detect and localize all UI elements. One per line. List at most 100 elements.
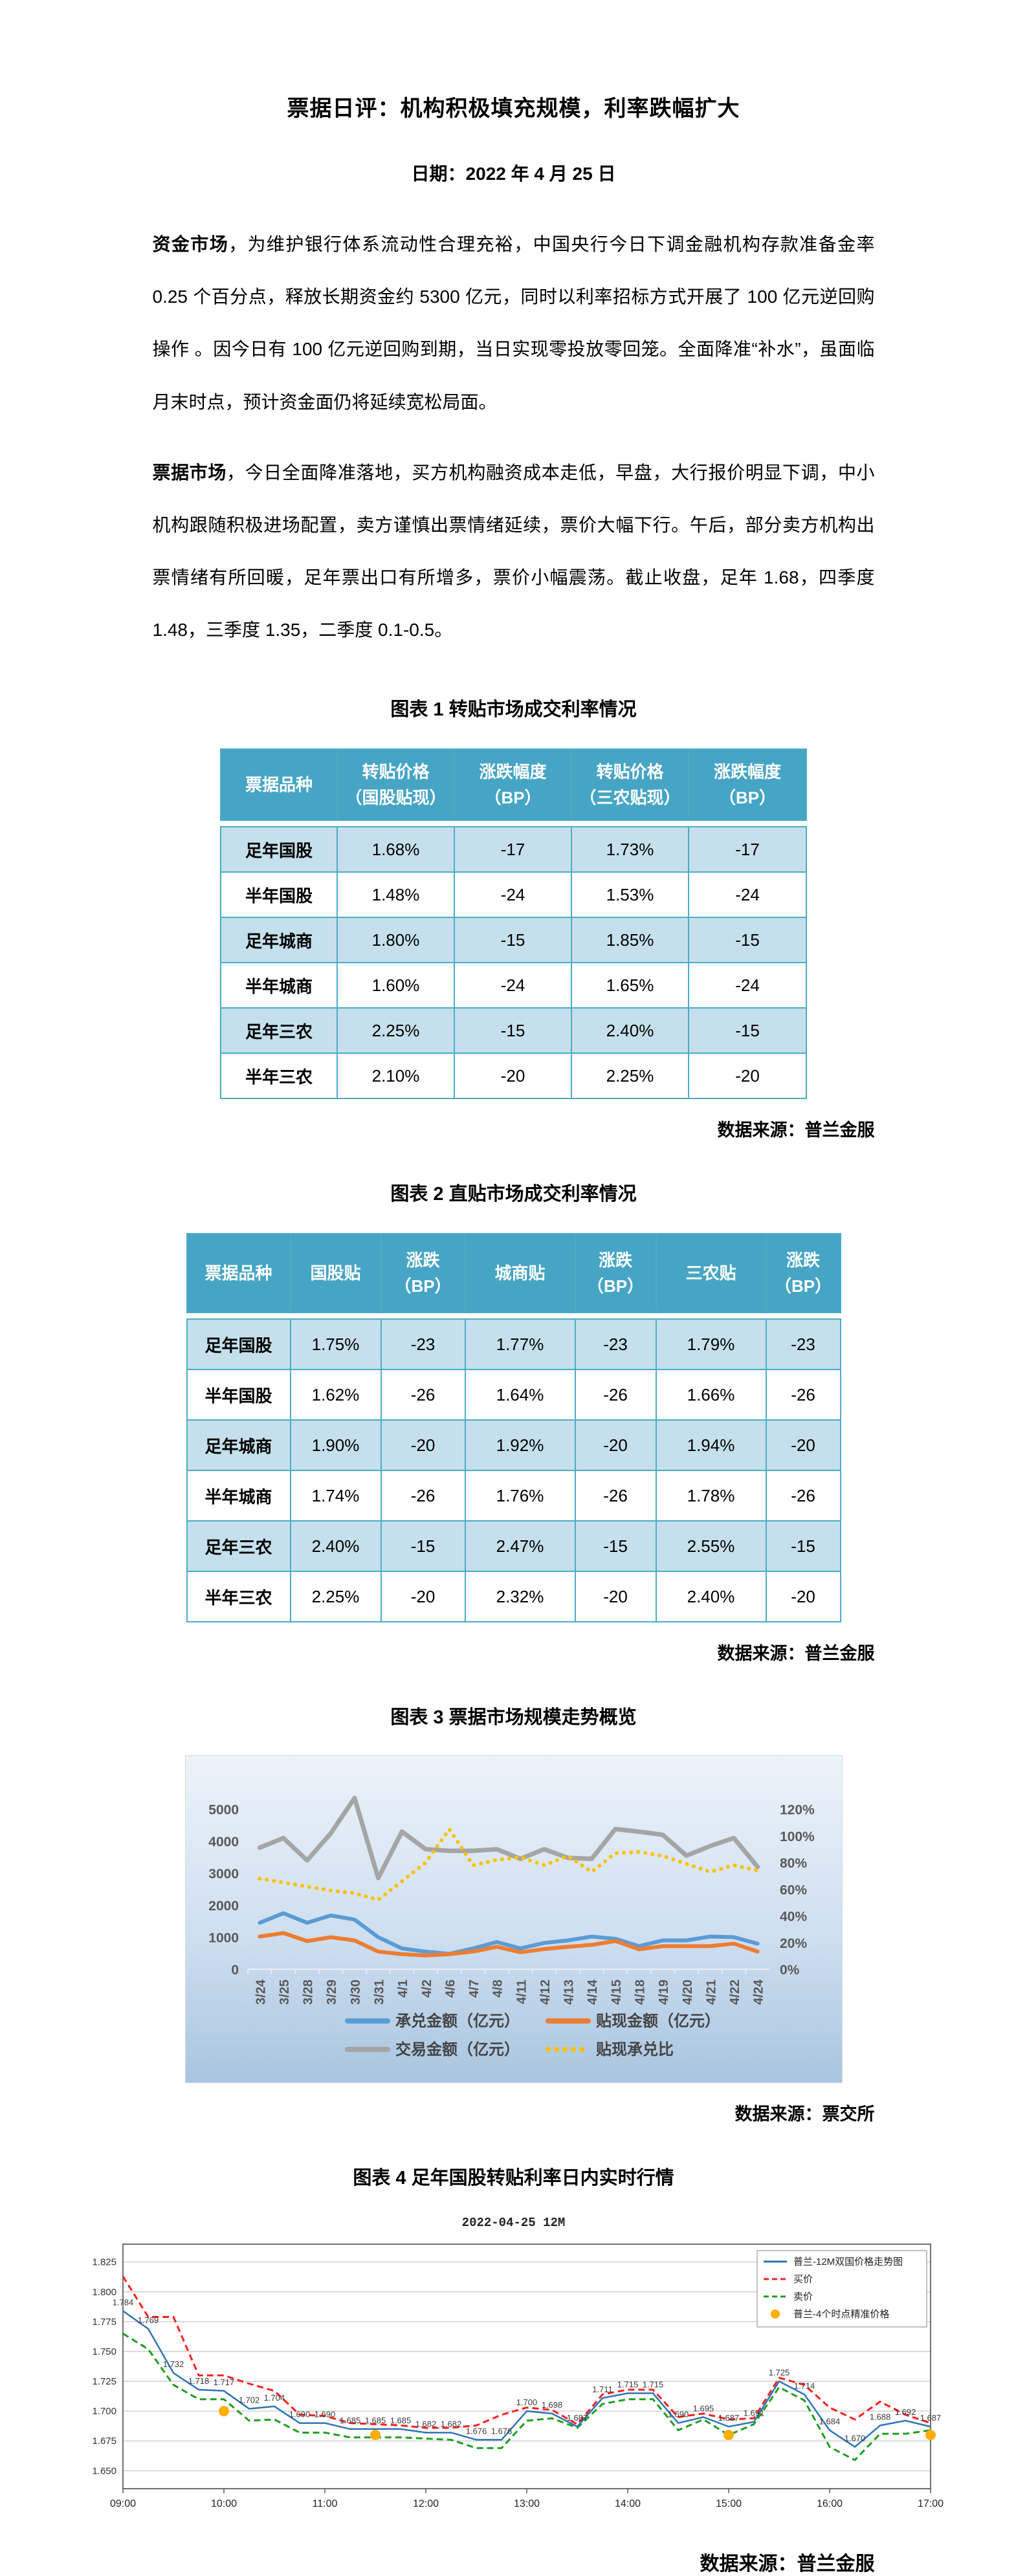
left-axis-tick-label: 2000 bbox=[208, 1899, 239, 1914]
data-point-label: 1.702 bbox=[238, 2396, 260, 2405]
value-cell: 1.48% bbox=[337, 871, 455, 919]
row-header-cell: 足年国股 bbox=[220, 826, 338, 873]
data-point-label: 1.732 bbox=[162, 2359, 184, 2369]
value-cell: 1.62% bbox=[289, 1369, 382, 1421]
value-cell: 1.77% bbox=[464, 1318, 576, 1371]
value-cell: -15 bbox=[454, 917, 572, 964]
table-row: 足年城商 1.80% -15 1.85% -15 bbox=[220, 917, 807, 964]
value-cell: -20 bbox=[765, 1419, 841, 1472]
x-axis-tick-label: 3/31 bbox=[372, 1980, 386, 2005]
data-point-label: 1.685 bbox=[364, 2416, 386, 2425]
column-header: 国股贴 bbox=[289, 1233, 382, 1314]
value-cell: -24 bbox=[688, 871, 807, 919]
data-point-label: 1.690 bbox=[289, 2410, 310, 2419]
value-cell: 2.40% bbox=[655, 1571, 767, 1623]
value-cell: 1.90% bbox=[289, 1419, 382, 1472]
x-axis-tick-label: 4/12 bbox=[538, 1980, 552, 2005]
precise-price-dot bbox=[925, 2430, 936, 2441]
paragraph-funding-market: 资金市场，为维护银行体系流动性合理充裕，中国央行今日下调金融机构存款准备金率 0… bbox=[153, 218, 875, 428]
value-cell: -26 bbox=[765, 1470, 841, 1522]
value-cell: -15 bbox=[454, 1007, 572, 1054]
data-point-label: 1.670 bbox=[844, 2434, 865, 2443]
table-row: 半年国股 1.48% -24 1.53% -24 bbox=[220, 871, 807, 919]
y-axis-tick-label: 1.675 bbox=[92, 2436, 116, 2447]
value-cell: 1.73% bbox=[571, 826, 689, 873]
column-header: 涨跌幅度 （BP） bbox=[454, 748, 572, 822]
value-cell: 1.65% bbox=[571, 962, 689, 1009]
figure3-source: 数据来源：票交所 bbox=[734, 2104, 875, 2124]
data-point-label: 1.687 bbox=[920, 2413, 941, 2423]
series-line-0 bbox=[257, 1911, 760, 1956]
precise-price-dot bbox=[370, 2430, 381, 2441]
data-point-label: 1.687 bbox=[566, 2413, 588, 2423]
value-cell: -24 bbox=[454, 962, 572, 1009]
row-header-cell: 半年三农 bbox=[186, 1571, 291, 1623]
y-axis-tick-label: 1.800 bbox=[92, 2287, 116, 2298]
precise-price-dot bbox=[218, 2406, 229, 2417]
x-axis-tick-label: 4/18 bbox=[633, 1980, 647, 2005]
right-axis-tick-label: 120% bbox=[780, 1803, 815, 1818]
data-point-label: 1.725 bbox=[768, 2368, 790, 2377]
intraday-rate-chart: 2022-04-25 12M 1.650 1.675 1.700 1.725 1.750… bbox=[78, 2216, 949, 2531]
left-axis-tick-label: 3000 bbox=[208, 1867, 239, 1882]
x-axis-tick-label: 4/8 bbox=[491, 1980, 505, 1998]
data-point-label: 1.690 bbox=[667, 2410, 689, 2419]
value-cell: 1.79% bbox=[655, 1318, 767, 1371]
x-axis-tick-label: 4/14 bbox=[586, 1979, 600, 2005]
data-point-label: 1.715 bbox=[642, 2380, 663, 2390]
x-axis-tick-label: 4/6 bbox=[443, 1980, 458, 1998]
data-point-label: 1.684 bbox=[819, 2417, 840, 2427]
figure3-chart-canvas: 0 1000 2000 3000 4000 5000 0% 20% 40% 60% 80% 100% 1… bbox=[184, 1755, 843, 2084]
series-line-2 bbox=[122, 2333, 931, 2461]
y-axis-tick-label: 1.725 bbox=[92, 2376, 116, 2387]
value-cell: 2.25% bbox=[337, 1007, 455, 1054]
series-line-2 bbox=[257, 1796, 760, 1881]
value-cell: -20 bbox=[454, 1053, 572, 1100]
value-cell: -23 bbox=[574, 1318, 657, 1371]
data-point-label: 1.717 bbox=[213, 2377, 234, 2387]
paragraph-lead: 资金市场 bbox=[152, 234, 229, 254]
column-header: 转贴价格 （国股贴现） bbox=[337, 748, 455, 822]
row-header-cell: 半年三农 bbox=[220, 1053, 338, 1100]
right-axis-tick-label: 60% bbox=[780, 1883, 807, 1897]
legend-label: 普兰-12M双国价格走势图 bbox=[793, 2256, 903, 2267]
table-row: 足年国股 1.75% -23 1.77% -23 1.79% -23 bbox=[186, 1318, 841, 1371]
table-header-row: 票据品种 转贴价格 （国股贴现） 涨跌幅度 （BP） 转贴价格 （三农贴现） 涨跌幅度 （BP） bbox=[220, 748, 807, 822]
value-cell: -23 bbox=[765, 1318, 841, 1371]
value-cell: -26 bbox=[765, 1369, 841, 1421]
figure1-source: 数据来源：普兰金服 bbox=[717, 1120, 875, 1141]
figure2-source: 数据来源：普兰金服 bbox=[717, 1644, 875, 1664]
data-point-label: 1.688 bbox=[869, 2412, 890, 2421]
row-header-cell: 足年三农 bbox=[186, 1520, 291, 1573]
value-cell: 2.32% bbox=[464, 1571, 576, 1623]
value-cell: 2.25% bbox=[289, 1571, 382, 1623]
value-cell: -26 bbox=[380, 1369, 466, 1421]
x-axis-tick-label: 3/28 bbox=[301, 1980, 315, 2005]
x-axis-tick-label: 4/2 bbox=[419, 1980, 434, 1998]
chart-background bbox=[185, 1756, 842, 2083]
value-cell: 1.66% bbox=[655, 1369, 767, 1421]
data-point-label: 1.700 bbox=[516, 2397, 537, 2407]
data-point-label: 1.685 bbox=[390, 2416, 411, 2425]
column-header: 票据品种 bbox=[220, 748, 338, 822]
row-header-cell: 足年城商 bbox=[220, 917, 338, 964]
x-axis-tick-label: 3/25 bbox=[277, 1980, 291, 2005]
figure4-caption: 图表 4 足年国股转贴利率日内实时行情 bbox=[353, 2168, 674, 2189]
value-cell: -20 bbox=[765, 1571, 841, 1623]
column-header: 涨跌 （BP） bbox=[574, 1233, 657, 1314]
value-cell: 2.47% bbox=[464, 1520, 576, 1573]
x-axis-tick-label: 10:00 bbox=[210, 2498, 236, 2509]
legend-box bbox=[756, 2250, 927, 2328]
value-cell: -20 bbox=[380, 1419, 466, 1472]
data-point-label: 1.695 bbox=[692, 2403, 714, 2413]
x-axis-tick-label: 4/1 bbox=[396, 1980, 410, 1998]
market-scale-trend-chart: 0 1000 2000 3000 4000 5000 0% 20% 40% 60% 80% 100% 1… bbox=[184, 1755, 843, 2084]
x-axis-tick-label: 4/22 bbox=[728, 1980, 742, 2005]
data-point-label: 1.682 bbox=[440, 2419, 461, 2429]
figure2-caption: 图表 2 直贴市场成交利率情况 bbox=[390, 1184, 637, 1205]
x-axis-tick-label: 09:00 bbox=[109, 2498, 135, 2509]
y-axis-tick-label: 1.775 bbox=[92, 2317, 116, 2328]
table-header-row: 票据品种 国股贴 涨跌 （BP） 城商贴 涨跌 （BP） 三农贴 涨跌 （BP） bbox=[186, 1233, 841, 1314]
value-cell: -15 bbox=[688, 1007, 807, 1054]
x-axis-tick-label: 4/19 bbox=[657, 1980, 671, 2005]
